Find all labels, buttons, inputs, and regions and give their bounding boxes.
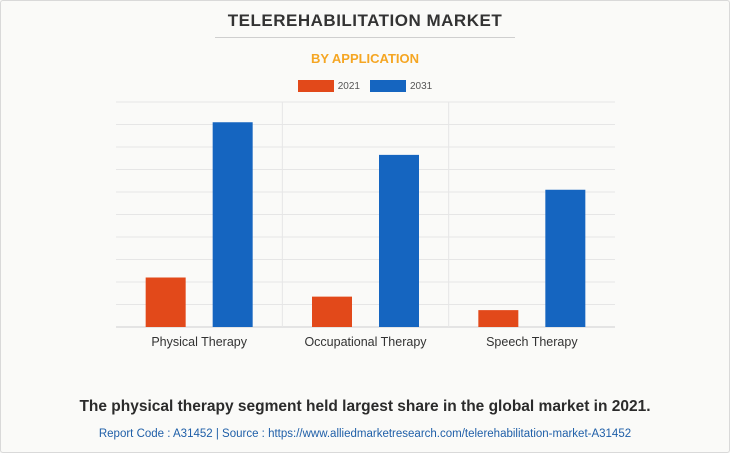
bar-2021-occupational-therapy[interactable] xyxy=(312,296,352,327)
bar-2021-physical-therapy[interactable] xyxy=(145,277,186,328)
bar-2021-speech-therapy[interactable] xyxy=(478,310,519,327)
bar-2031-speech-therapy[interactable] xyxy=(545,189,586,327)
chart-subtitle: BY APPLICATION xyxy=(310,51,420,66)
legend-swatch-2021 xyxy=(297,80,334,92)
x-tick-label: Speech Therapy xyxy=(486,335,578,349)
legend-item-2021[interactable]: 2021 xyxy=(297,80,360,92)
legend-label-2021: 2021 xyxy=(337,80,360,92)
legend-label-2031: 2031 xyxy=(410,80,433,92)
bar-2031-physical-therapy[interactable] xyxy=(212,122,253,327)
chart-legend: 2021 2031 xyxy=(0,80,730,92)
chart-caption: The physical therapy segment held larges… xyxy=(79,398,651,415)
report-source[interactable]: Report Code : A31452 | Source : https://… xyxy=(98,428,632,440)
x-tick-label: Physical Therapy xyxy=(151,335,247,349)
bar-2031-occupational-therapy[interactable] xyxy=(379,154,419,327)
legend-swatch-2031 xyxy=(370,80,406,92)
title-divider xyxy=(215,37,515,38)
x-tick-label: Occupational Therapy xyxy=(304,335,427,349)
legend-item-2031[interactable]: 2031 xyxy=(370,80,432,92)
chart-title: TELEREHABILITATION MARKET xyxy=(227,11,503,30)
